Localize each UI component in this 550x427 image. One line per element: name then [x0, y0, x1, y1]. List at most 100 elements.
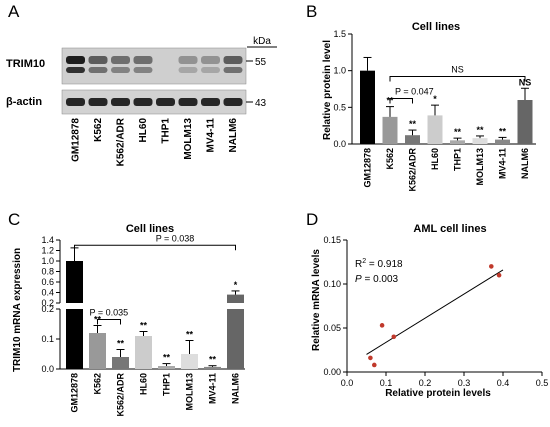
- y-tick-label: 0.10: [323, 279, 341, 289]
- trim10-band-lower: [201, 67, 220, 73]
- blot-row-label-trim10: TRIM10: [6, 58, 45, 70]
- actin-band: [88, 98, 108, 106]
- scatter-point: [391, 334, 397, 340]
- actin-band: [111, 98, 130, 106]
- chart-b-protein-levels: Cell lines Relative protein level 0.0 0.5…: [322, 21, 536, 192]
- western-blot-panel: kDa TRIM10 β-actin 55 43 GM12878 K562 K562…: [6, 36, 277, 166]
- trim10-band-upper: [201, 56, 220, 64]
- x-tick-label: NALM6: [231, 373, 241, 404]
- x-tick-label: MV4-11: [498, 148, 508, 179]
- regression-line: [366, 269, 504, 355]
- chart-d-title: AML cell lines: [413, 223, 486, 235]
- x-tick-label: NALM6: [520, 148, 530, 179]
- blot-row-label-actin: β-actin: [6, 96, 42, 108]
- bar: [360, 70, 375, 144]
- chart-d-r2-stat: R2 = 0.918: [355, 258, 403, 270]
- y-tick-label: 0.2: [41, 304, 54, 314]
- y-tick-label: 0.5: [333, 102, 346, 112]
- y-tick-label: 0.6: [41, 277, 54, 287]
- panel-letter-a: A: [8, 2, 20, 21]
- significance-label: **: [499, 126, 507, 136]
- y-tick-label: 0.05: [323, 323, 341, 333]
- blot-lane-label: THP1: [161, 118, 172, 144]
- chart-d-correlation: AML cell lines Relative mRNA levels Rela…: [311, 223, 548, 399]
- y-tick-label: 1.2: [41, 246, 54, 256]
- x-tick-label: GM12878: [70, 373, 80, 413]
- significance-label: **: [409, 119, 417, 129]
- x-tick-label: K562: [93, 373, 103, 395]
- bracket: [389, 98, 413, 104]
- bar: [517, 100, 533, 144]
- bracket-label: P = 0.038: [156, 233, 195, 243]
- significance-label: **: [117, 339, 125, 349]
- chart-d-r2-sup: 2: [362, 258, 366, 265]
- actin-band: [201, 98, 220, 106]
- chart-c-ylabel: TRIM10 mRNA expression: [12, 248, 23, 372]
- blot-lane-label: K562: [93, 118, 104, 142]
- bar: [405, 135, 420, 144]
- significance-label: **: [140, 321, 148, 331]
- bar: [181, 354, 198, 369]
- chart-d-p-stat: P = 0.003: [355, 274, 399, 285]
- significance-label: **: [186, 330, 194, 340]
- bar: [135, 336, 152, 369]
- chart-c-mrna-expression: Cell lines TRIM10 mRNA expression 0.0 0.1…: [12, 223, 245, 417]
- marker-label-55: 55: [255, 57, 267, 68]
- x-tick-label: 0.3: [458, 378, 471, 388]
- y-tick-label: 0.0: [333, 139, 346, 149]
- kda-label: kDa: [253, 36, 271, 47]
- y-tick-label: 0.15: [323, 235, 341, 245]
- bracket: [389, 76, 526, 82]
- bar-upper-segment: [227, 294, 244, 303]
- bar-lower-segment: [66, 309, 83, 369]
- panel-letter-c: C: [8, 210, 21, 229]
- scatter-point: [379, 323, 385, 328]
- bracket-label: P = 0.047: [395, 87, 434, 97]
- trim10-band-lower: [178, 67, 198, 73]
- chart-d-r2-prefix: R: [355, 259, 362, 270]
- significance-label: **: [454, 127, 462, 137]
- x-tick-label: MOLM13: [185, 373, 195, 411]
- significance-label: **: [209, 355, 217, 365]
- y-tick-label: 0.8: [41, 267, 54, 277]
- actin-band: [178, 98, 198, 106]
- blot-lane-label: MV4-11: [206, 118, 217, 153]
- actin-band: [223, 98, 243, 106]
- bar-upper-segment: [66, 261, 83, 303]
- significance-label: *: [234, 280, 238, 290]
- chart-d-xlabel: Relative protein levels: [385, 388, 491, 399]
- blot-lane-label: NALM6: [228, 118, 239, 153]
- x-tick-label: MOLM13: [475, 148, 485, 186]
- blot-strip-trim10: [61, 47, 247, 85]
- trim10-band-upper: [178, 56, 198, 64]
- blot-lane-label: MOLM13: [183, 118, 194, 160]
- trim10-band-lower: [111, 67, 130, 73]
- x-tick-label: 0.1: [380, 378, 393, 388]
- chart-d-ylabel: Relative mRNA levels: [311, 249, 322, 351]
- y-tick-label: 0.1: [41, 334, 54, 344]
- y-tick-label: 1.4: [41, 235, 54, 245]
- y-tick-label: 1.5: [333, 29, 346, 39]
- chart-b-ylabel: Relative protein level: [322, 40, 333, 140]
- significance-label: **: [476, 125, 484, 135]
- y-tick-label: 0.0: [41, 364, 54, 374]
- y-tick-label: 0.00: [323, 367, 341, 377]
- x-tick-label: THP1: [453, 148, 463, 171]
- bar: [427, 115, 443, 144]
- trim10-band-upper: [111, 56, 130, 64]
- actin-band: [133, 98, 153, 106]
- marker-label-43: 43: [255, 98, 267, 109]
- bar: [158, 366, 175, 369]
- x-tick-label: MV4-11: [208, 373, 218, 404]
- chart-d-p-prefix: P: [355, 274, 362, 285]
- bar: [450, 140, 465, 144]
- bar: [112, 357, 129, 369]
- bar-lower-segment: [227, 309, 244, 369]
- panel-letter-d: D: [306, 210, 319, 229]
- y-tick-label: 1.0: [41, 256, 54, 266]
- blot-lane-label: GM12878: [71, 118, 82, 162]
- bar: [472, 138, 488, 144]
- x-tick-label: K562: [385, 148, 395, 170]
- trim10-band-upper: [66, 56, 85, 64]
- x-tick-label: HL60: [139, 373, 149, 395]
